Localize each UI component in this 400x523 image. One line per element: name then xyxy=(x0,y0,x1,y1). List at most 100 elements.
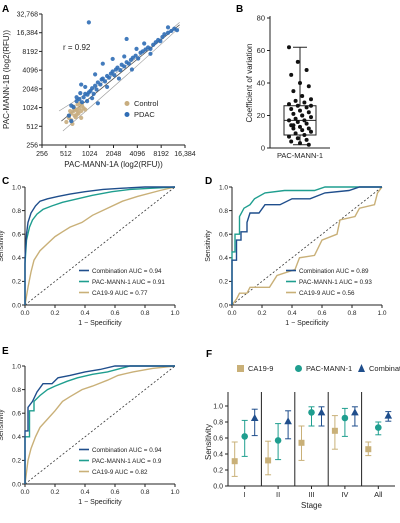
y-tick-label: 2048 xyxy=(22,86,38,93)
legend-label: Combination AUC = 0.94 xyxy=(92,268,162,275)
point-marker-circle xyxy=(308,409,315,416)
data-point-pdac xyxy=(86,20,91,25)
y-axis-title: Sensitivity xyxy=(205,230,212,262)
box-data-point xyxy=(298,124,302,129)
y-tick-label: 0 xyxy=(261,144,265,153)
y-tick-label: 1.0 xyxy=(213,404,223,411)
x-tick-label: 1.0 xyxy=(377,310,386,317)
box-data-point xyxy=(295,103,300,108)
data-point-pdac xyxy=(100,61,105,66)
data-point-pdac xyxy=(79,82,84,87)
roc-curve xyxy=(231,186,382,305)
point-marker-circle xyxy=(241,433,248,440)
x-axis-title: 1 − Specificity xyxy=(78,320,122,327)
y-tick-label: 0.8 xyxy=(12,208,21,215)
x-tick-label: 0.8 xyxy=(140,489,149,496)
data-point-pdac xyxy=(95,101,100,106)
data-point-pdac xyxy=(93,72,98,77)
data-point-pdac xyxy=(136,56,141,61)
x-tick-label: 512 xyxy=(60,151,72,158)
legend-label-control: Control xyxy=(134,99,159,108)
data-point-pdac xyxy=(74,95,79,100)
box-data-point xyxy=(287,45,291,50)
box-data-point xyxy=(293,116,298,121)
x-category-label: I xyxy=(244,490,246,499)
point-marker-circle xyxy=(274,437,282,444)
data-point-pdac xyxy=(83,84,88,90)
x-tick-label: 1.0 xyxy=(170,310,179,317)
x-tick-label: 0.6 xyxy=(317,310,326,317)
x-axis-title: Stage xyxy=(301,501,322,510)
box-data-point xyxy=(287,118,291,123)
panel-letter-b: B xyxy=(236,4,243,15)
box-data-point xyxy=(302,118,307,123)
x-tick-label: 0.6 xyxy=(110,310,119,317)
y-tick-label: 0.6 xyxy=(12,232,21,239)
legend-label-pdac: PDAC xyxy=(134,110,155,119)
x-tick-label: 0.0 xyxy=(20,310,29,317)
y-tick-label: 1.0 xyxy=(219,184,228,191)
x-tick-label: 0.2 xyxy=(50,489,59,496)
legend-label: PAC-MANN-1 xyxy=(306,364,352,373)
point-marker-square xyxy=(365,446,372,453)
box-data-point xyxy=(298,141,302,146)
box-data-point xyxy=(306,126,311,131)
box-data-point xyxy=(289,139,294,144)
box-data-point xyxy=(291,123,296,128)
x-tick-label: 0.4 xyxy=(80,310,89,317)
data-point-control xyxy=(74,112,79,118)
y-tick-label: 0.2 xyxy=(219,279,228,286)
point-marker-square xyxy=(231,458,238,465)
box-data-point xyxy=(287,134,291,139)
data-point-control xyxy=(79,108,84,114)
box-data-point xyxy=(300,113,305,118)
data-point-pdac xyxy=(100,76,105,81)
roc-curve xyxy=(24,186,175,305)
y-tick-label: 512 xyxy=(26,124,38,131)
y-tick-label: 0.0 xyxy=(213,484,223,491)
data-point-pdac xyxy=(116,76,122,81)
panel-letter-d: D xyxy=(205,176,212,187)
y-axis-title: Sensitivity xyxy=(0,409,5,441)
data-point-pdac xyxy=(122,64,127,69)
box-data-point xyxy=(298,81,302,85)
y-tick-label: 32,768 xyxy=(17,12,39,19)
roc-curve xyxy=(231,186,382,305)
y-tick-label: 0.4 xyxy=(219,255,228,262)
box-data-point xyxy=(291,89,296,94)
y-tick-label: 0.8 xyxy=(213,420,223,427)
data-point-pdac xyxy=(133,53,138,58)
roc-curve xyxy=(24,365,175,484)
x-axis-title: 1 − Specificity xyxy=(285,320,329,327)
data-point-pdac xyxy=(126,61,131,66)
box-data-point xyxy=(291,126,296,131)
box-data-point xyxy=(302,100,307,105)
data-point-pdac xyxy=(78,91,83,96)
point-marker-triangle xyxy=(284,417,292,425)
y-tick-label: 0.2 xyxy=(213,468,223,475)
data-point-control xyxy=(68,108,73,114)
legend-label: PAC-MANN-1 AUC = 0.93 xyxy=(299,279,372,286)
legend-label: Combination AUC = 0.94 xyxy=(92,447,162,454)
x-tick-label: 0.4 xyxy=(80,489,89,496)
data-point-pdac xyxy=(165,25,171,30)
y-tick-label: 60 xyxy=(257,46,265,55)
data-point-control xyxy=(79,115,84,120)
data-point-pdac xyxy=(122,54,127,59)
data-point-pdac xyxy=(106,75,112,80)
data-point-pdac xyxy=(69,103,74,108)
legend-label: CA19-9 AUC = 0.82 xyxy=(92,469,148,476)
x-tick-label: 0.2 xyxy=(50,310,59,317)
x-tick-label: 0.6 xyxy=(110,489,119,496)
x-tick-label: 0.4 xyxy=(287,310,296,317)
legend-marker xyxy=(358,364,365,372)
x-axis-title: 1 − Specificity xyxy=(78,499,122,506)
roc-curve xyxy=(24,365,175,484)
data-point-pdac xyxy=(142,41,147,46)
point-marker-circle xyxy=(375,424,382,431)
point-marker-triangle xyxy=(384,411,393,419)
box-data-point xyxy=(304,137,309,142)
data-point-pdac xyxy=(66,113,72,118)
data-point-pdac xyxy=(110,56,115,62)
point-marker-triangle xyxy=(317,408,326,416)
